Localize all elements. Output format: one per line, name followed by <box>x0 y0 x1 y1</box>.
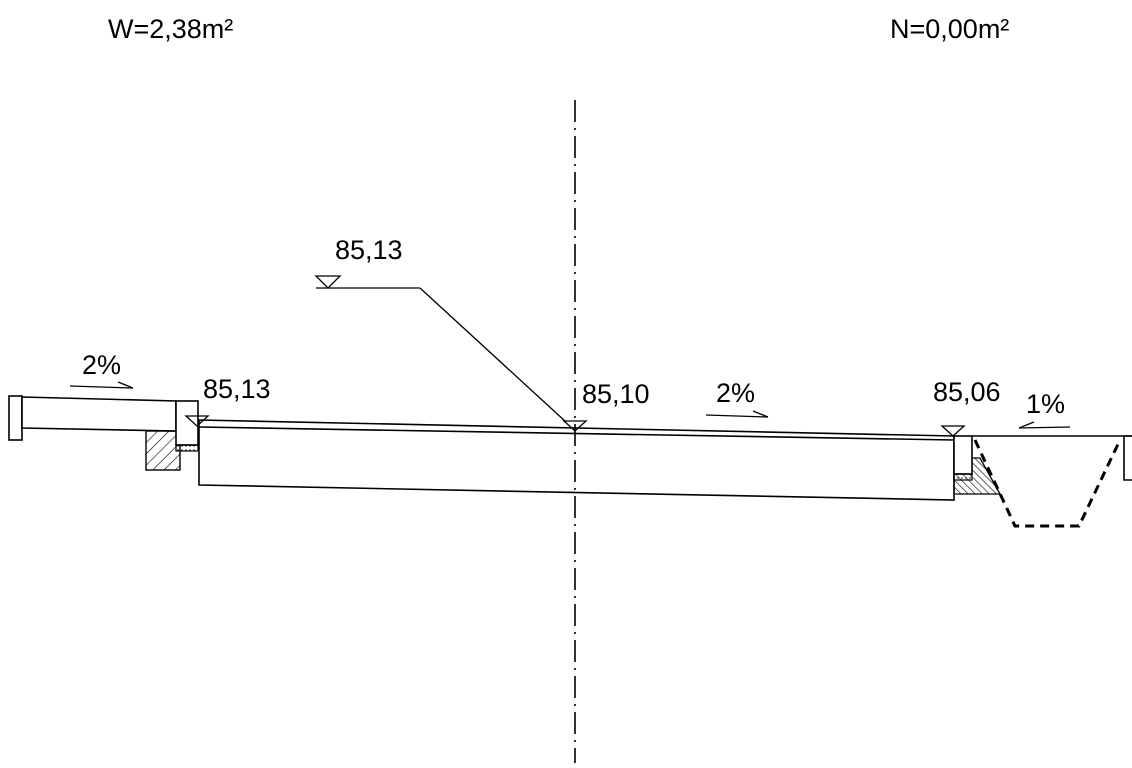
carriageway-structure <box>198 419 955 501</box>
left-curb <box>175 400 199 446</box>
left-edge-level-marker <box>184 415 210 427</box>
axis-level-marker <box>562 420 588 432</box>
right-edge-marker <box>1123 435 1132 481</box>
left-curb-foundation <box>145 430 181 471</box>
sidewalk-edge-post <box>8 395 23 441</box>
fill-area-label: N=0,00m² <box>890 14 1009 44</box>
shoulder-slope-arrowhead <box>1018 421 1035 429</box>
drainage-ditch <box>973 439 1122 528</box>
shoulder-slope-label: 1% <box>1026 389 1065 419</box>
callout-leader-line <box>419 287 567 423</box>
right-curb <box>953 435 973 475</box>
carriageway-slope-arrowhead <box>752 410 769 418</box>
sidewalk-slab <box>21 396 177 432</box>
axis-level-label: 85,10 <box>582 379 650 409</box>
sidewalk-slope-label: 2% <box>82 350 121 380</box>
left-curb-bedding <box>175 444 199 452</box>
callout-level-label: 85,13 <box>335 235 403 265</box>
right-edge-level-label: 85,06 <box>933 377 1001 407</box>
carriageway-surface-line <box>198 426 955 441</box>
shoulder-slope-arrow <box>1018 426 1071 429</box>
sidewalk-slope-arrowhead <box>117 381 134 389</box>
carriageway-slope-label: 2% <box>716 378 755 408</box>
sidewalk-slope-arrow <box>69 385 134 389</box>
carriageway-slope-arrow <box>705 414 769 418</box>
right-curb-bedding <box>953 473 973 481</box>
cut-area-label: W=2,38m² <box>108 14 233 44</box>
callout-level-marker <box>314 275 342 289</box>
left-edge-level-label: 85,13 <box>203 374 271 404</box>
right-edge-level-marker <box>940 425 966 437</box>
